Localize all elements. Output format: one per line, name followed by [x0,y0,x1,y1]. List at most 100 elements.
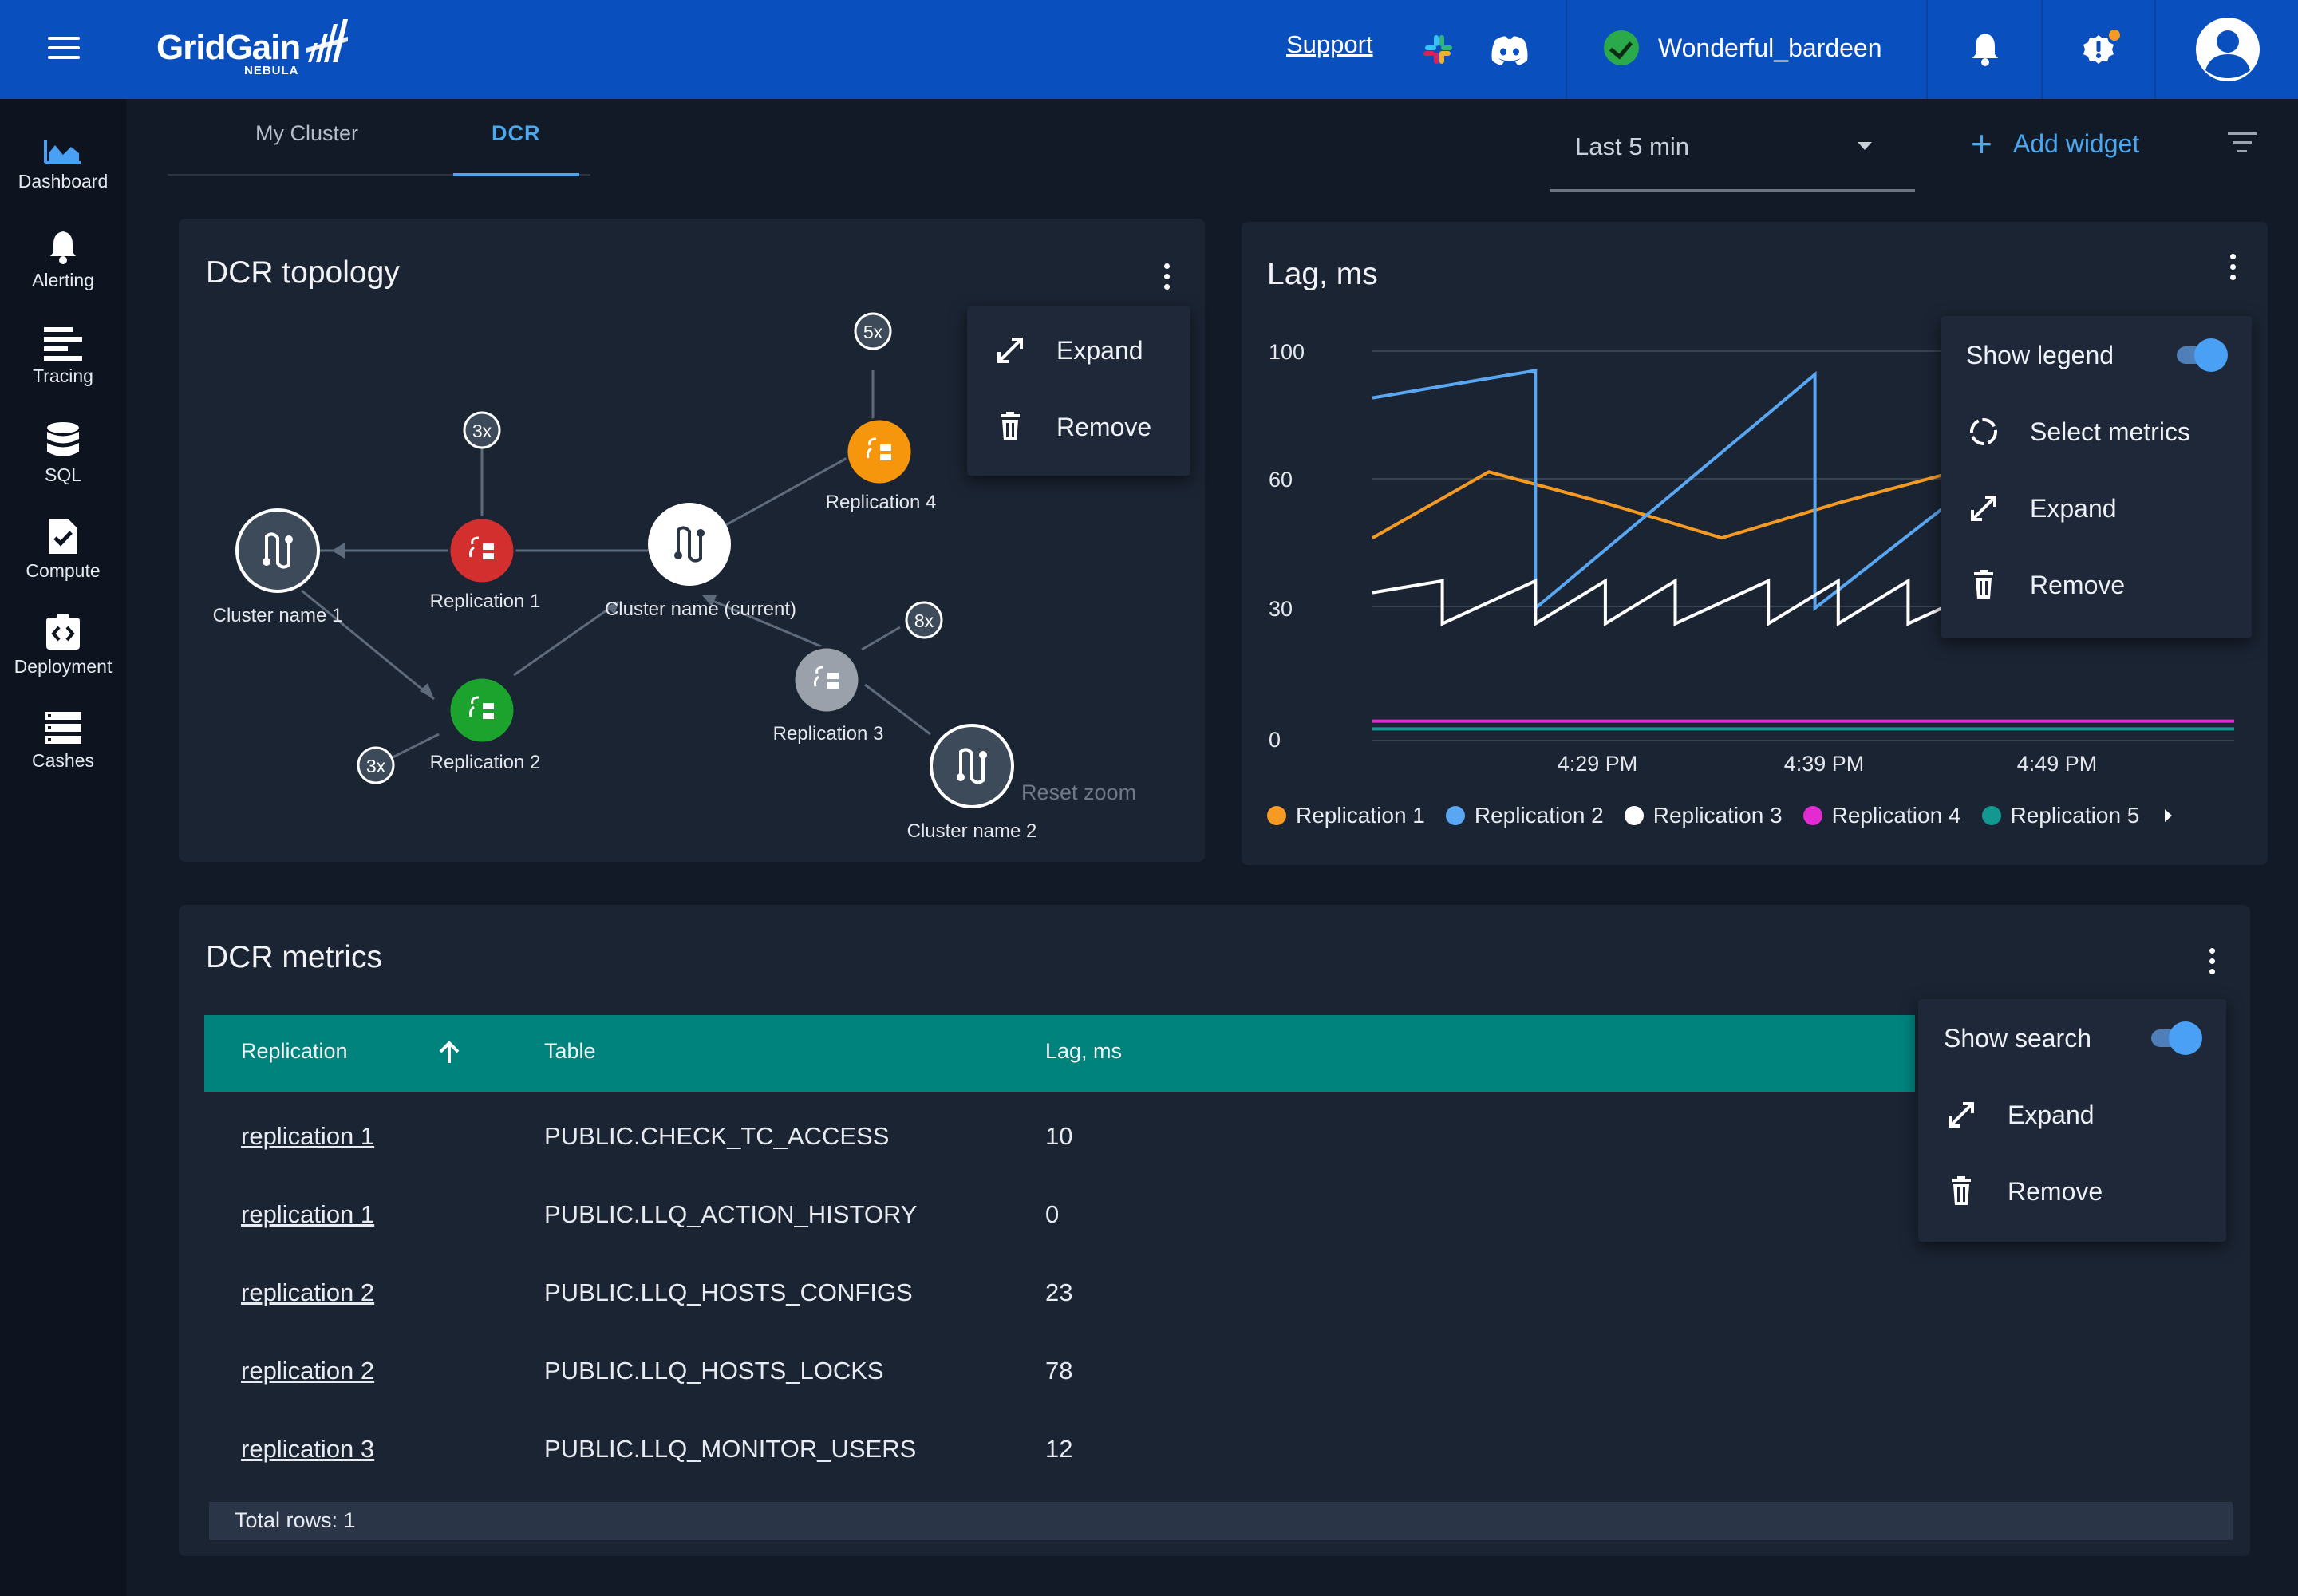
node-label: Replication 3 [772,723,884,745]
topology-node-replication-3[interactable] [792,646,861,714]
replication-link[interactable]: replication 2 [241,1357,375,1385]
legend-next-icon[interactable] [2165,809,2173,822]
panel-title: DCR metrics [206,940,382,974]
more-vert-icon[interactable] [1159,260,1175,295]
topology-node-cluster-current[interactable] [648,503,731,586]
arrow-head [702,595,717,606]
sidebar-item-cashes[interactable]: Cashes [0,710,126,772]
menu-icon[interactable] [48,37,80,61]
table-rows-icon [45,712,81,744]
legend-label: Replication 4 [1831,803,1961,828]
sidebar-item-deployment[interactable]: Deployment [0,613,126,678]
reset-zoom-button[interactable]: Reset zoom [1021,780,1137,804]
replication-link[interactable]: replication 1 [241,1122,375,1150]
legend-label: Replication 1 [1296,803,1425,828]
remove-menu-item[interactable]: Remove [967,391,1190,463]
multiplier-badge: 3x [463,411,501,449]
svg-text:5x: 5x [863,322,883,342]
more-vert-icon[interactable] [2204,945,2220,980]
replication-link[interactable]: replication 1 [241,1200,375,1228]
topology-node-cluster-2[interactable] [930,724,1014,808]
chart-widget-menu: Show legend Select metrics Expand Remove [1941,316,2252,638]
topology-node-replication-2[interactable] [448,676,516,745]
show-legend-toggle[interactable] [2172,338,2228,372]
show-search-toggle[interactable] [2146,1021,2202,1055]
expand-menu-item[interactable]: Expand [1941,472,2252,544]
remove-menu-item[interactable]: Remove [1941,549,2252,621]
alert-badge-icon[interactable] [2081,29,2121,70]
arrow-up-icon[interactable] [436,1039,463,1066]
column-header-lag[interactable]: Lag, ms [1045,1039,1123,1063]
filter-icon[interactable] [2226,131,2258,155]
sidebar-item-tracing[interactable]: Tracing [0,326,126,387]
menu-label: Remove [2030,570,2126,599]
trash-icon [1001,412,1020,440]
sidebar-item-alerting[interactable]: Alerting [0,228,126,291]
plus-icon: + [1971,123,1992,164]
table-cell: PUBLIC.CHECK_TC_ACCESS [544,1122,890,1150]
tab-my-cluster[interactable]: My Cluster [255,121,359,145]
cluster-selector[interactable]: Wonderful_bardeen [1604,30,1882,65]
expand-menu-item[interactable]: Expand [967,314,1190,386]
expand-menu-item[interactable]: Expand [1918,1079,2226,1151]
account-icon[interactable] [2196,18,2260,81]
svg-text:3x: 3x [366,756,386,776]
chevron-down-icon [1858,142,1872,150]
bell-icon[interactable] [1969,30,2001,67]
gridgain-logo[interactable]: GridGain NEBULA [156,16,349,80]
sidebar-item-label: Tracing [33,365,93,386]
sidebar-item-dashboard[interactable]: Dashboard [0,136,126,192]
top-app-bar: GridGain NEBULA Support Wonderful_bardee… [0,0,2298,99]
logo-text: GridGain [156,28,301,67]
sidebar-item-label: Compute [26,560,101,581]
topology-graph: 5x 3x 8x 3x [235,312,1014,808]
replication-link[interactable]: replication 2 [241,1278,375,1306]
show-legend-menu-item[interactable]: Show legend [1941,319,2252,391]
chart-legend: Replication 1 Replication 2 Replication … [1267,803,2173,828]
sidebar-item-compute[interactable]: Compute [0,517,126,582]
svg-text:8x: 8x [914,610,934,631]
table-cell: 0 [1045,1200,1060,1228]
tab-dcr[interactable]: DCR [492,121,541,145]
legend-item[interactable]: Replication 4 [1802,803,1961,828]
time-range-select[interactable]: Last 5 min [1550,118,1915,192]
legend-item[interactable]: Replication 5 [1981,803,2139,828]
legend-item[interactable]: Replication 2 [1445,803,1604,828]
time-range-value: Last 5 min [1575,132,1690,160]
menu-label: Show search [1944,1023,2091,1053]
select-metrics-menu-item[interactable]: Select metrics [1941,396,2252,468]
trash-icon [1974,570,1993,598]
add-widget-button[interactable]: + Add widget [1971,123,2139,164]
more-vert-icon[interactable] [2225,251,2241,286]
y-tick-label: 60 [1269,468,1293,492]
discord-icon[interactable] [1489,32,1530,67]
series-line-replication-3 [1372,578,2004,627]
table-row: replication 1 PUBLIC.CHECK_TC_ACCESS 10 [204,1098,2234,1176]
support-link[interactable]: Support [1286,30,1373,58]
topology-node-replication-1[interactable] [448,516,516,585]
legend-label: Replication 3 [1652,803,1783,828]
expand-icon [997,338,1023,363]
total-rows-label: Total rows: 1 [235,1508,356,1532]
legend-dot [1802,806,1822,825]
file-check-icon [49,519,77,554]
menu-label: Select metrics [2030,417,2190,446]
legend-item[interactable]: Replication 1 [1267,803,1425,828]
legend-label: Replication 2 [1474,803,1604,828]
column-header-replication[interactable]: Replication [241,1039,348,1063]
topology-node-replication-4[interactable] [845,417,914,486]
sidebar-item-label: SQL [44,464,82,485]
legend-item[interactable]: Replication 3 [1624,803,1783,828]
topology-widget-menu: Expand Remove [967,306,1190,476]
show-search-menu-item[interactable]: Show search [1918,1002,2226,1074]
legend-dot [1445,806,1465,825]
remove-menu-item[interactable]: Remove [1918,1156,2226,1227]
column-header-table[interactable]: Table [544,1039,596,1063]
topology-node-cluster-1[interactable] [235,508,320,593]
sidebar-item-sql[interactable]: SQL [0,421,126,486]
table-row: replication 2 PUBLIC.LLQ_HOSTS_CONFIGS 2… [204,1254,2234,1333]
toggle-knob [2194,338,2228,372]
table-row: replication 1 PUBLIC.LLQ_ACTION_HISTORY … [204,1176,2234,1254]
slack-icon[interactable] [1420,32,1455,67]
replication-link[interactable]: replication 3 [241,1435,375,1463]
